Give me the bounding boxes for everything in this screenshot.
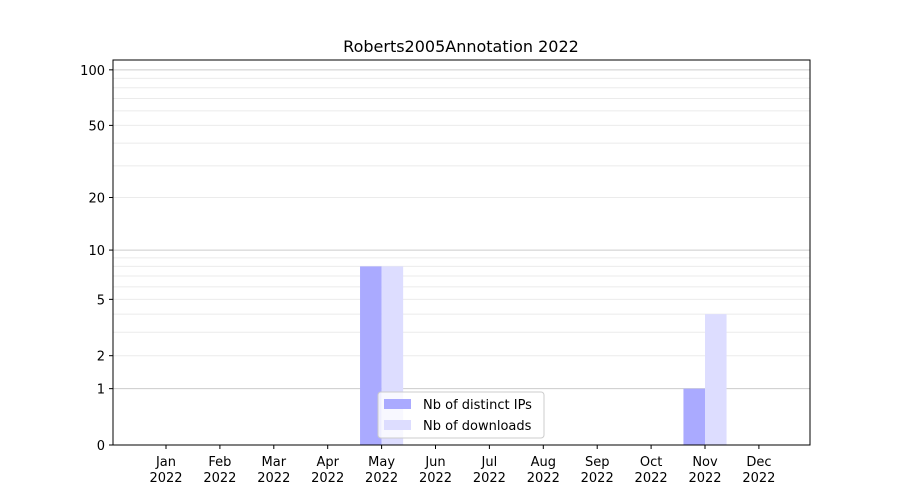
x-tick-label: Dec 2022 bbox=[742, 455, 775, 486]
legend-label-ips: Nb of distinct IPs bbox=[423, 398, 532, 413]
y-tick-label: 50 bbox=[88, 119, 105, 134]
legend: Nb of distinct IPs Nb of downloads bbox=[377, 391, 545, 439]
x-tick-label: Nov 2022 bbox=[688, 455, 721, 486]
grid bbox=[113, 69, 810, 390]
x-axis: Jan 2022 Feb 2022 Mar 2022 Apr 2022 May 2022 Jun 20… bbox=[149, 445, 775, 486]
chart-title: Roberts2005Annotation 2022 bbox=[343, 37, 579, 56]
y-axis: 0 1 2 5 10 20 50 100 bbox=[80, 64, 113, 454]
legend-swatch-downloads bbox=[384, 420, 411, 430]
bar-ips bbox=[360, 266, 382, 445]
y-tick-label: 5 bbox=[97, 293, 105, 308]
bar-downloads bbox=[705, 314, 727, 445]
x-tick-label: Sep 2022 bbox=[581, 455, 614, 486]
legend-swatch-ips bbox=[384, 399, 411, 409]
x-tick-label: Jul 2022 bbox=[473, 455, 506, 486]
x-tick-label: May 2022 bbox=[365, 455, 398, 486]
bar-ips bbox=[683, 388, 705, 445]
x-tick-label: Feb 2022 bbox=[203, 455, 236, 486]
y-tick-label: 0 bbox=[97, 439, 105, 454]
plot-frame bbox=[112, 59, 811, 446]
y-tick-label: 1 bbox=[97, 383, 105, 398]
y-tick-label: 10 bbox=[88, 244, 105, 259]
y-tick-label: 100 bbox=[80, 64, 105, 79]
x-tick-label: Jun 2022 bbox=[419, 455, 452, 486]
x-tick-label: Oct 2022 bbox=[635, 455, 668, 486]
y-tick-label: 20 bbox=[88, 192, 105, 207]
legend-label-downloads: Nb of downloads bbox=[423, 419, 532, 434]
x-tick-label: Jan 2022 bbox=[149, 455, 182, 486]
x-tick-label: Apr 2022 bbox=[311, 455, 344, 486]
y-tick-label: 2 bbox=[97, 350, 105, 365]
x-tick-label: Aug 2022 bbox=[527, 455, 560, 486]
x-tick-label: Mar 2022 bbox=[257, 455, 290, 486]
